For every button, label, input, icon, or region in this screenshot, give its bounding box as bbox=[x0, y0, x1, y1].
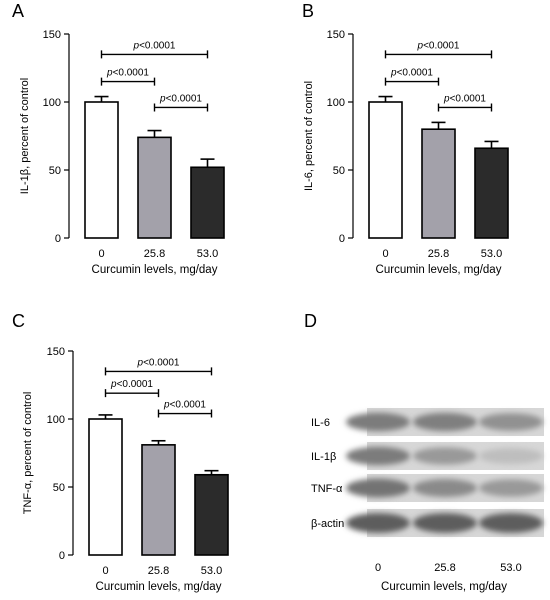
significance-bracket bbox=[437, 103, 493, 112]
y-tick-label: 100 bbox=[47, 414, 65, 426]
x-axis-label: Curcumin levels, mg/day bbox=[92, 264, 218, 276]
bar-53.0 bbox=[190, 166, 225, 239]
chart-panel-b: B 0 50 100 150 IL-6, percent of control 0 25.8 5… bbox=[302, 1, 509, 276]
bar-53.0 bbox=[474, 147, 509, 239]
blot-band bbox=[479, 448, 543, 464]
p-value-label: p<0.0001 bbox=[390, 68, 433, 79]
bar-25.8 bbox=[137, 136, 172, 239]
bar-0 bbox=[368, 101, 403, 239]
blot-band bbox=[346, 513, 410, 533]
panel-letter: A bbox=[12, 1, 24, 21]
x-tick-label: 53.0 bbox=[481, 248, 502, 260]
y-axis-label: TNF-α, percent of control bbox=[22, 392, 34, 515]
x-axis-label: Curcumin levels, mg/day bbox=[96, 581, 222, 593]
p-value-label: p<0.0001 bbox=[443, 93, 486, 104]
bar-0 bbox=[88, 418, 123, 556]
y-tick-label: 100 bbox=[43, 97, 61, 109]
significance-bracket bbox=[384, 77, 440, 86]
y-tick-label: 100 bbox=[327, 97, 345, 109]
blot-band bbox=[413, 412, 477, 432]
y-tick-label: 150 bbox=[47, 346, 65, 358]
blot-band bbox=[479, 479, 543, 497]
y-tick-label: 50 bbox=[53, 482, 65, 494]
y-axis-label: IL-6, percent of control bbox=[303, 81, 315, 191]
blot-band bbox=[479, 413, 543, 431]
significance-bracket bbox=[153, 103, 209, 112]
blot-lane-label: 53.0 bbox=[500, 562, 521, 574]
y-axis-label: IL-1β, percent of control bbox=[19, 78, 31, 194]
significance-bracket bbox=[157, 409, 213, 418]
x-axis-label: Curcumin levels, mg/day bbox=[376, 264, 502, 276]
blot-band bbox=[413, 447, 477, 465]
x-tick-label: 0 bbox=[382, 248, 388, 260]
x-tick-label: 0 bbox=[102, 565, 108, 577]
blot-row-label: IL-1β bbox=[311, 451, 336, 463]
western-blot-panel: D IL-6 IL-1β TNF-α β-actin 0 25.8 53.0 Curcumin … bbox=[304, 311, 544, 593]
blot-band bbox=[413, 513, 477, 533]
significance-bracket bbox=[100, 77, 156, 86]
bar-53.0 bbox=[194, 473, 229, 556]
y-tick-label: 150 bbox=[43, 29, 61, 41]
p-value-label: p<0.0001 bbox=[417, 40, 460, 51]
blot-lane-label: 0 bbox=[375, 562, 381, 574]
x-tick-label: 53.0 bbox=[197, 248, 218, 260]
x-tick-label: 25.8 bbox=[144, 248, 165, 260]
blot-band bbox=[346, 412, 410, 432]
bar-25.8 bbox=[141, 444, 176, 556]
x-axis-label: Curcumin levels, mg/day bbox=[381, 581, 507, 593]
p-value-label: p<0.0001 bbox=[137, 357, 180, 368]
y-tick-label: 0 bbox=[339, 233, 345, 245]
y-tick-label: 150 bbox=[327, 29, 345, 41]
blot-row-label: β-actin bbox=[311, 518, 344, 530]
blot-band bbox=[346, 478, 410, 498]
significance-bracket bbox=[384, 50, 493, 59]
significance-bracket bbox=[100, 50, 209, 59]
x-tick-label: 0 bbox=[98, 248, 104, 260]
x-tick-label: 25.8 bbox=[428, 248, 449, 260]
blot-band bbox=[413, 479, 477, 497]
panel-letter: D bbox=[304, 311, 317, 331]
significance-bracket bbox=[104, 389, 160, 398]
y-tick-label: 0 bbox=[55, 233, 61, 245]
blot-lane-label: 25.8 bbox=[434, 562, 455, 574]
blot-row-label: IL-6 bbox=[311, 417, 330, 429]
panel-letter: B bbox=[302, 1, 314, 21]
x-tick-label: 25.8 bbox=[148, 565, 169, 577]
p-value-label: p<0.0001 bbox=[163, 400, 206, 411]
blot-band bbox=[346, 446, 410, 466]
p-value-label: p<0.0001 bbox=[133, 40, 176, 51]
chart-panel-c: C 0 50 100 150 TNF-α, percent of control 0 25.8… bbox=[12, 311, 229, 593]
p-value-label: p<0.0001 bbox=[106, 68, 149, 79]
panel-letter: C bbox=[12, 311, 25, 331]
significance-bracket bbox=[104, 367, 213, 376]
p-value-label: p<0.0001 bbox=[159, 93, 202, 104]
blot-band bbox=[479, 513, 543, 533]
bar-25.8 bbox=[421, 128, 456, 239]
blot-row-label: TNF-α bbox=[311, 483, 343, 495]
y-tick-label: 50 bbox=[49, 165, 61, 177]
bar-0 bbox=[84, 101, 119, 239]
p-value-label: p<0.0001 bbox=[110, 379, 153, 390]
chart-panel-a: A 0 50 100 150 IL-1β, percent of control 0 25.8… bbox=[12, 1, 225, 276]
y-tick-label: 50 bbox=[333, 165, 345, 177]
y-tick-label: 0 bbox=[59, 550, 65, 562]
x-tick-label: 53.0 bbox=[201, 565, 222, 577]
